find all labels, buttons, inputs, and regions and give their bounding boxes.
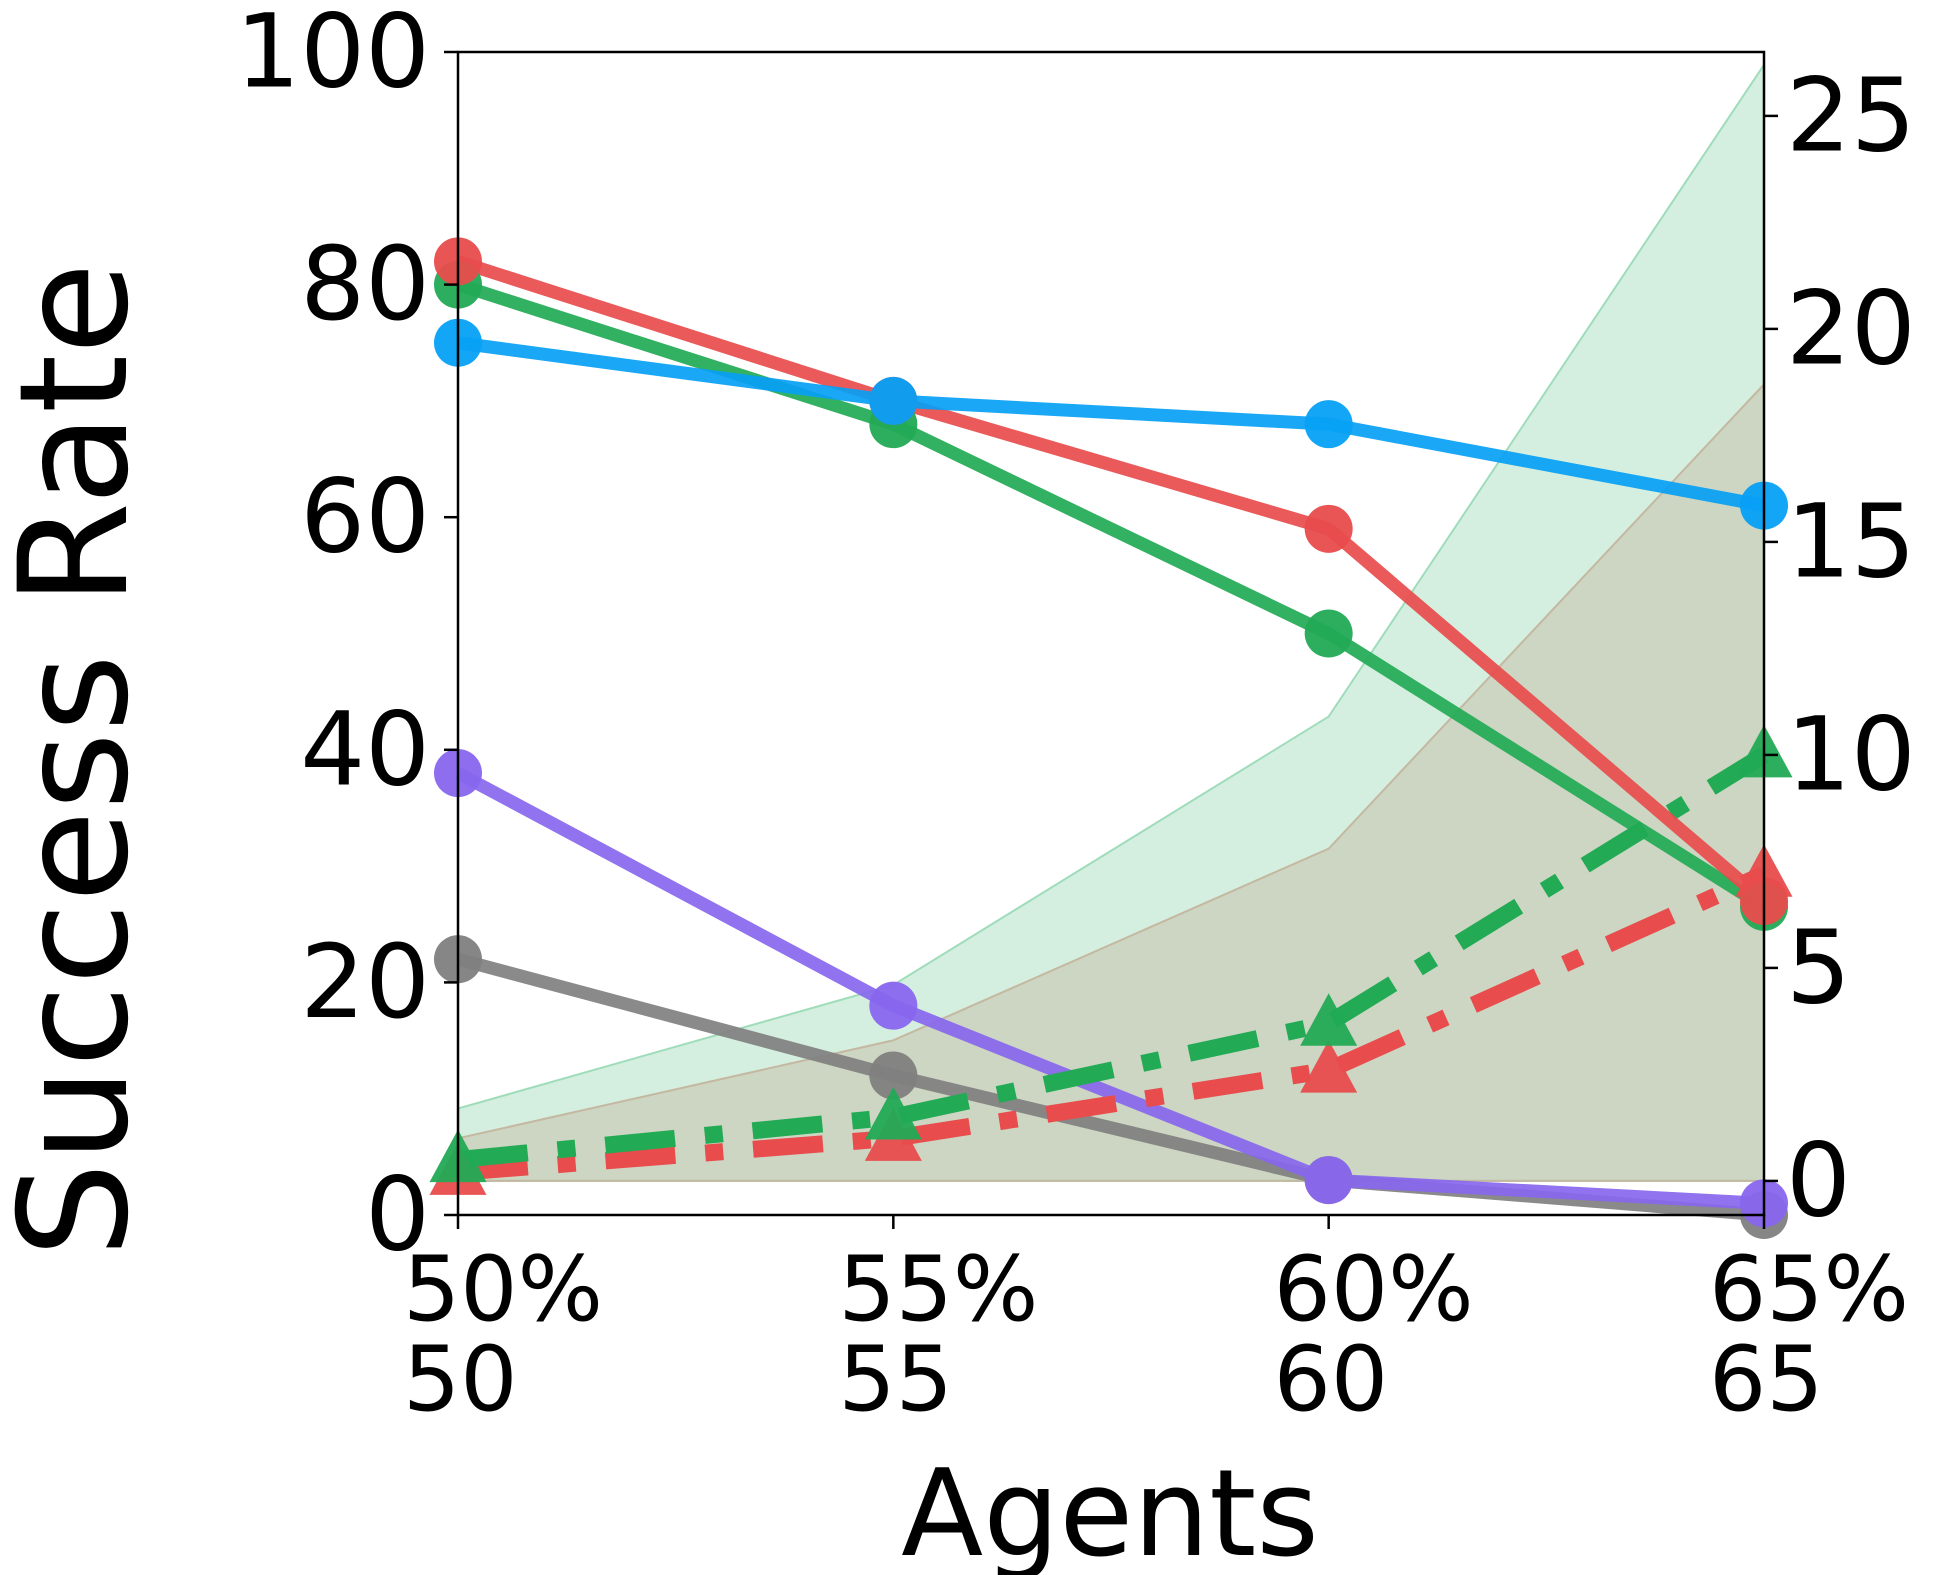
- right-tick-label-3: 10: [1786, 695, 1916, 814]
- series-1-point-3: [1304, 504, 1353, 553]
- left-tick-label-3: 40: [300, 690, 430, 809]
- x-tick-label-1-top: 50%: [403, 1237, 603, 1342]
- right-tick-label-6: 25: [1786, 56, 1916, 175]
- left-y-axis: 0 20 40 60 80 100: [235, 0, 458, 1275]
- right-tick-label-5: 20: [1786, 269, 1916, 388]
- left-tick-label-5: 80: [300, 225, 430, 344]
- x-tick-label-4-bottom: 65: [1709, 1327, 1824, 1432]
- right-tick-label-2: 5: [1786, 908, 1851, 1027]
- series-4-point-2: [869, 981, 918, 1030]
- series-line-7: [457, 747, 1769, 1169]
- series-lines: [454, 255, 1769, 1222]
- series-3-point-3: [1304, 400, 1353, 449]
- series-line-6: [457, 866, 1768, 1181]
- y-axis-label: Success Rate: [0, 262, 162, 1257]
- left-tick-label-1: 0: [365, 1156, 430, 1275]
- left-tick-label-2: 20: [300, 923, 430, 1042]
- x-axis: 50%50 55%55 60%60 65%65: [403, 1215, 1909, 1432]
- x-tick-label-2-bottom: 55: [838, 1327, 953, 1432]
- series-2-point-3: [1304, 609, 1353, 658]
- right-tick-label-4: 15: [1786, 482, 1916, 601]
- series-line-2: [456, 278, 1768, 913]
- right-y-axis: 0 5 10 15 20 25: [1764, 56, 1916, 1240]
- series-7-point-2: [864, 1087, 922, 1140]
- left-tick-label-6: 100: [235, 0, 430, 112]
- left-tick-label-4: 60: [300, 458, 430, 577]
- series-3-point-2: [869, 376, 918, 425]
- series-6-point-3: [1300, 1040, 1358, 1093]
- plot-frame: [456, 50, 1766, 1217]
- series-line-3: [457, 336, 1766, 512]
- x-axis-label: Agents: [901, 1445, 1319, 1575]
- series-7-point-3: [1300, 993, 1358, 1046]
- x-tick-label-3-bottom: 60: [1274, 1327, 1389, 1432]
- x-tick-label-1-bottom: 50: [403, 1327, 518, 1432]
- series-line-4: [454, 767, 1765, 1210]
- series-5-point-2: [869, 1051, 918, 1100]
- x-tick-label-2-top: 55%: [838, 1237, 1038, 1342]
- x-tick-label-4-top: 65%: [1709, 1237, 1909, 1342]
- series-4-point-3: [1304, 1156, 1353, 1205]
- series-line-1: [456, 255, 1769, 906]
- right-tick-label-1: 0: [1786, 1121, 1851, 1240]
- x-tick-label-3-top: 60%: [1274, 1237, 1474, 1342]
